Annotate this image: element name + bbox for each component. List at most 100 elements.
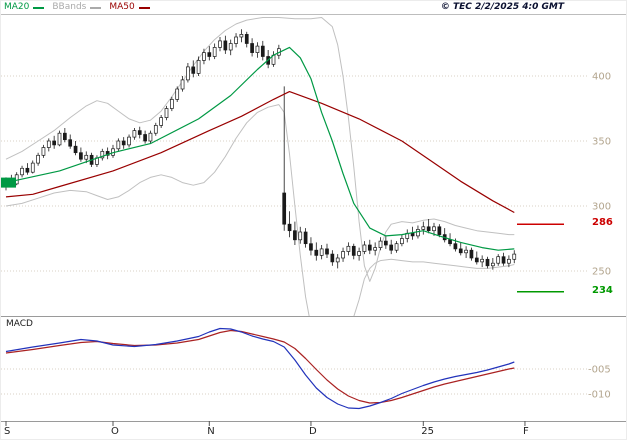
candle-body [400,238,404,245]
candle-body [36,154,40,164]
candle-body [196,60,201,74]
candle-body [191,66,196,74]
candle-body [319,248,324,256]
candle-body [52,140,57,146]
candle-body [105,151,110,156]
candle-body [378,240,383,248]
candle-body [212,47,217,57]
candle-body [186,66,190,81]
candle-body [207,52,212,57]
month-label: O [111,426,119,437]
candle-body [170,99,174,109]
candle-body [426,226,431,232]
series-start-marker [1,177,16,188]
candle-body [384,240,388,246]
candle-body [100,151,105,159]
candle-body [218,40,222,48]
legend-label: MA50 [109,2,135,12]
candle-body [314,249,319,256]
candle-body [121,140,126,146]
candle-body [432,226,436,232]
candle-body [389,244,394,251]
ma50-line [5,91,515,214]
candle-body [458,248,463,254]
candle-body [325,248,329,255]
ma20-line [5,46,515,251]
price-axis-label: 300 [592,202,611,213]
candle-body [501,256,506,264]
bollinger-upper-line [5,17,515,282]
resistance-level-label: 286 [592,217,613,229]
month-label: S [4,426,10,437]
main-plot [1,17,587,316]
candle-body [373,247,377,251]
candle-body [260,45,265,57]
candle-body [84,154,89,160]
legend-swatch [90,6,102,9]
macd-line [5,327,515,410]
candle-body [153,125,158,134]
month-label: N [207,426,214,437]
month-label: 25 [421,426,434,437]
candle-body [346,245,351,252]
month-label: D [309,426,317,437]
candle-body [309,243,313,251]
macd-plot [1,327,587,410]
candle-body [437,226,442,235]
candle-body [132,130,137,138]
candle-body [57,132,62,146]
candle-body [116,140,121,150]
candle-body [298,231,303,241]
candle-body [175,88,180,100]
candle-body [330,253,335,263]
legend-swatch [138,6,150,9]
candle-body [474,257,479,263]
macd-panel-label: MACD [6,319,33,329]
candle-body [453,243,458,250]
candle-body [228,43,233,51]
candle-body [512,253,517,260]
legend-label: BBands [52,2,87,12]
candle-body [244,34,249,44]
candle-body [357,251,361,256]
candle-body [464,249,468,254]
copyright-text: © TEC 2/2/2025 4:0 GMT [440,2,564,12]
candle-body [68,139,73,147]
candle-body [469,249,474,259]
candle-body [341,251,345,259]
candle-body [79,152,83,160]
legend-item: MA20 [4,1,45,14]
candle-body [223,40,228,51]
candle-body [73,145,78,154]
candle-body [287,223,292,232]
candle-body [148,132,153,142]
legend-item: BBands [52,1,102,14]
candle-body [480,258,484,263]
price-axis-label: 250 [592,267,611,278]
macd-signal-line [5,329,515,404]
candle-body [421,226,426,230]
candle-body [351,245,356,256]
candle-body [137,130,142,135]
candle-body [62,132,67,141]
support-level-label: 234 [592,284,613,296]
candle-body [143,134,147,142]
candle-body [250,43,254,53]
candle-body [335,257,340,263]
candle-body [410,232,415,237]
candle-body [394,243,399,251]
macd-axis-label: -010 [588,390,611,401]
candle-body [202,52,206,61]
candle-body [20,167,24,176]
bollinger-lower-line [5,104,515,316]
candle-body [41,147,46,156]
candle-body [180,79,185,90]
candle-body [362,244,367,252]
candle-body [159,117,163,126]
candle-body [46,140,51,148]
legend-swatch [33,6,45,9]
price-axis-label: 400 [592,72,611,83]
month-label: F [523,426,529,437]
legend-item: MA50 [109,1,150,14]
